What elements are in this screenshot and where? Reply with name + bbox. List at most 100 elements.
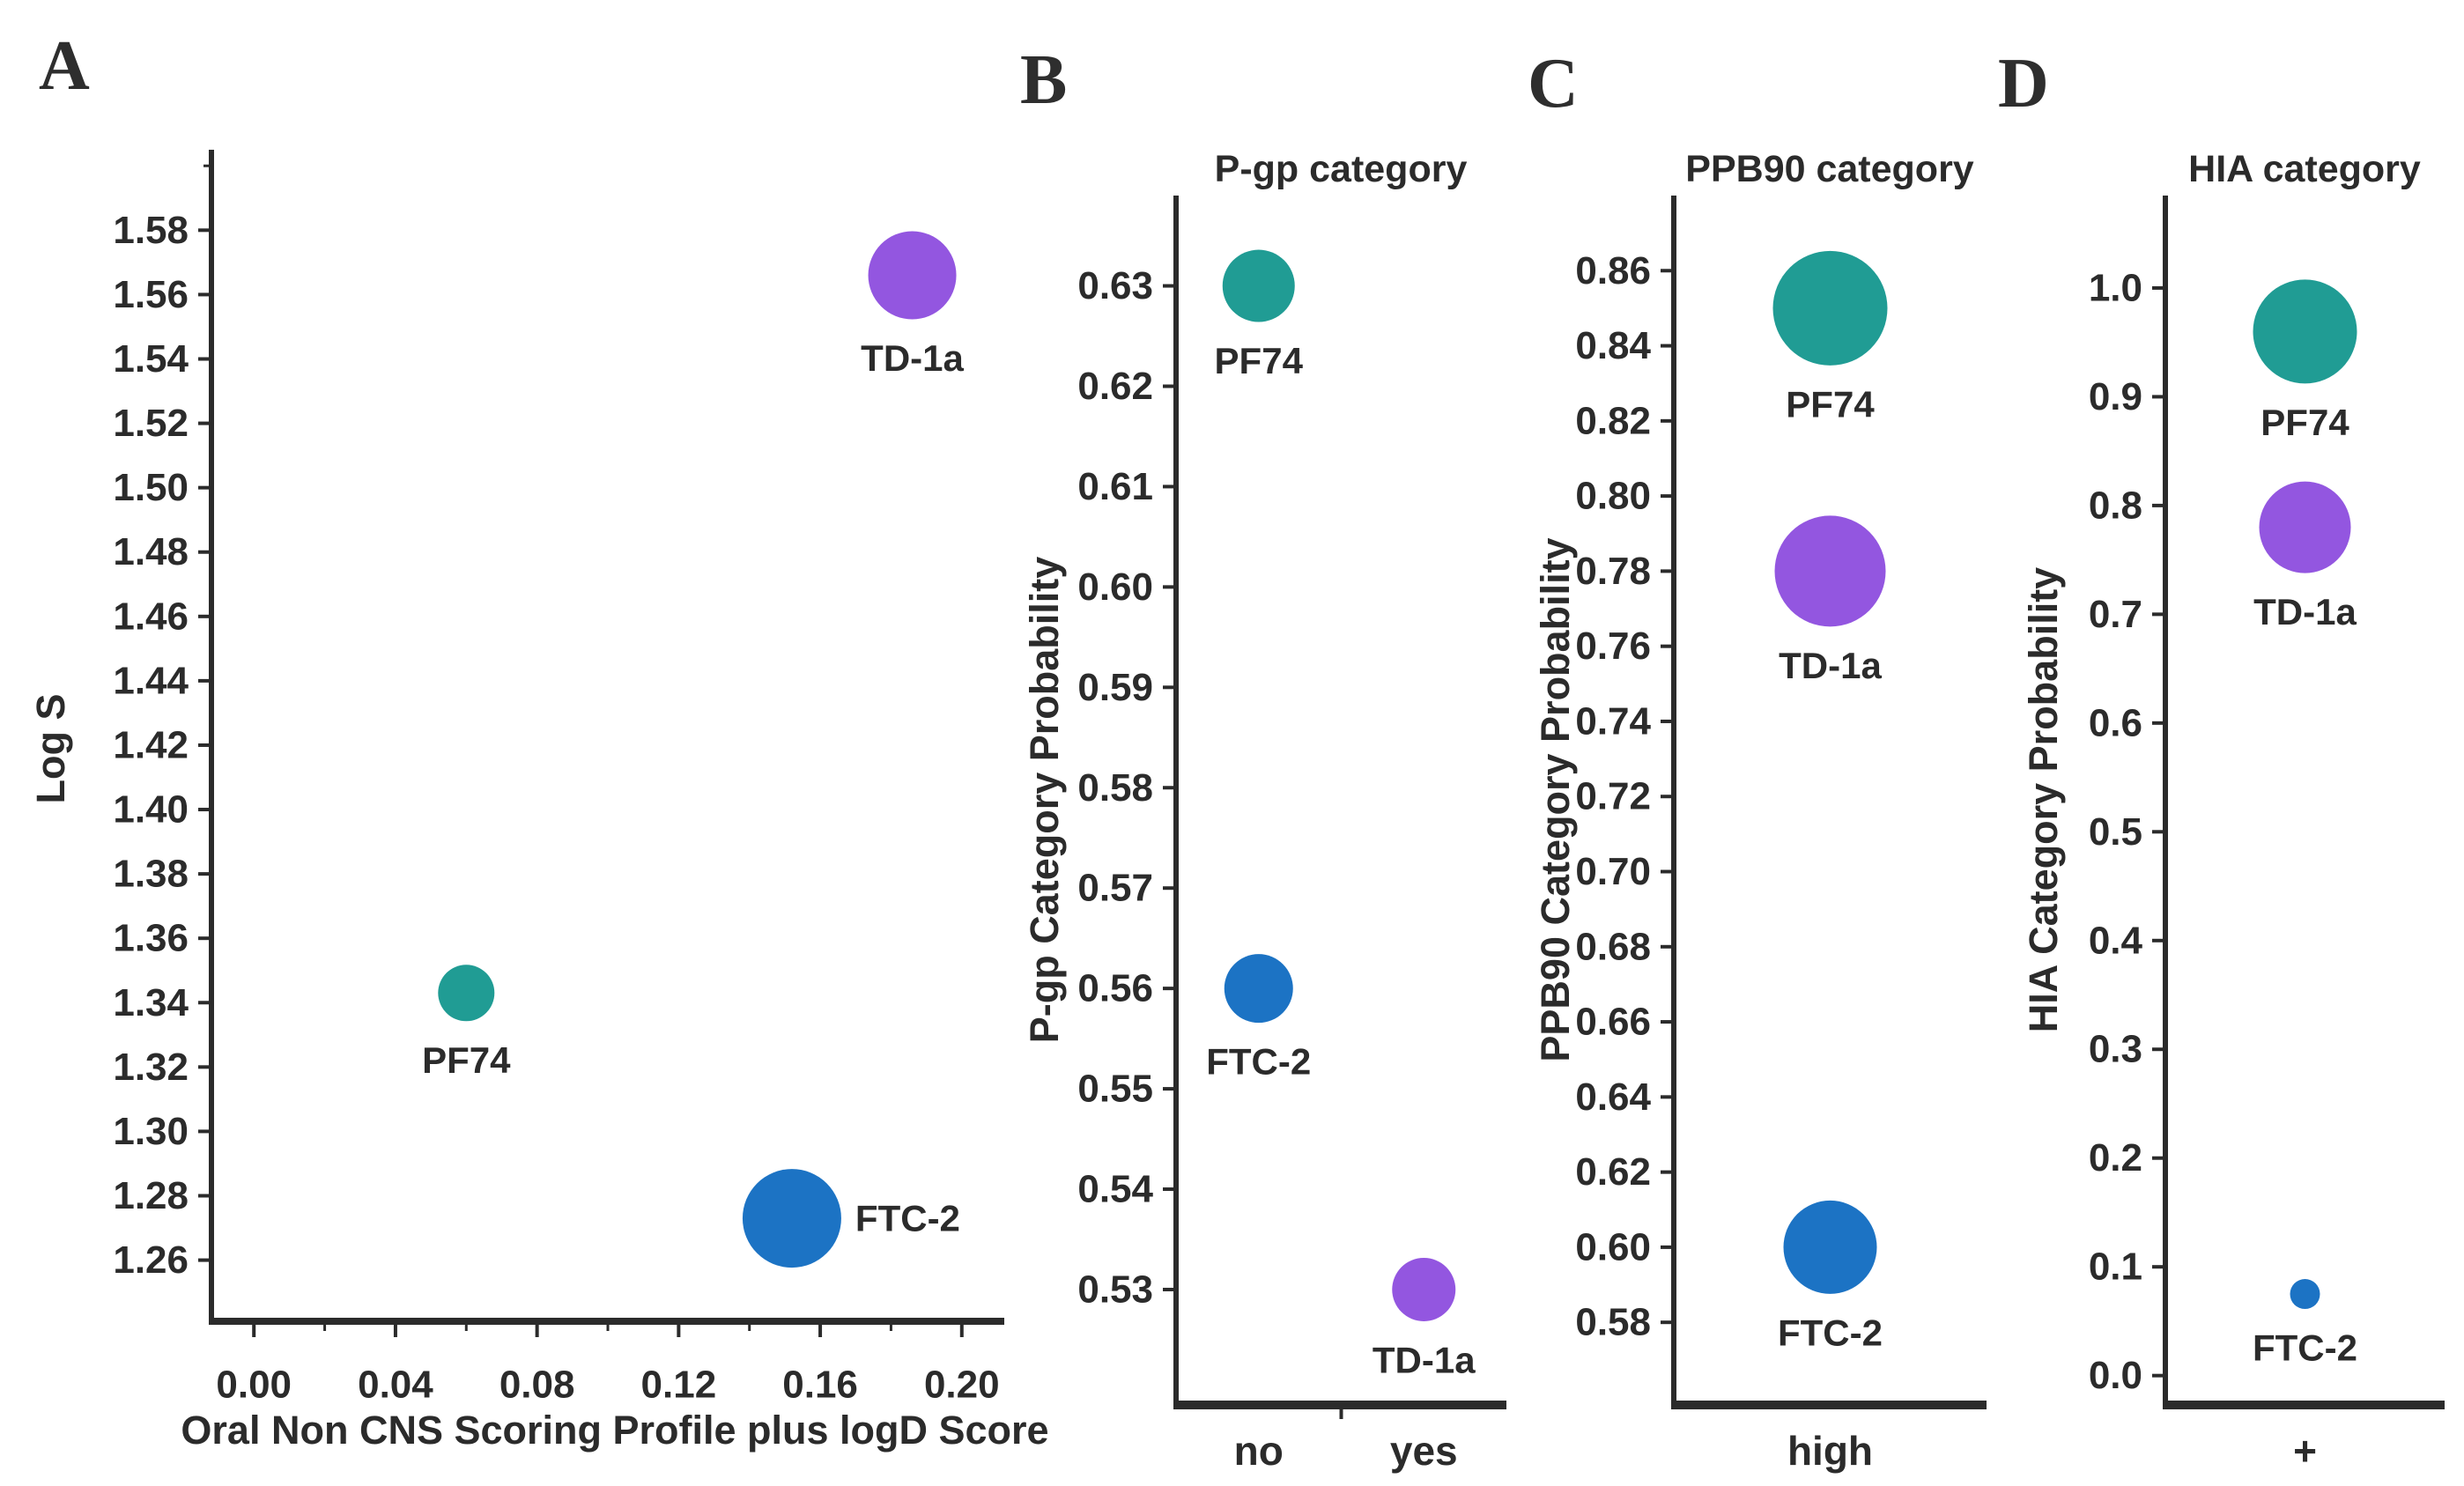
bubble-td-1a (868, 231, 957, 320)
y-tick-label: 1.30 (113, 1110, 189, 1153)
y-tick-label: 0.62 (1077, 365, 1153, 408)
y-tick-label: 1.52 (113, 402, 189, 445)
y-tick-label: 1.54 (113, 337, 189, 381)
y-tick-label: 0.86 (1575, 249, 1651, 292)
bubble-label-pf74: PF74 (1786, 383, 1875, 425)
y-tick-label: 1.48 (113, 530, 189, 573)
chart-title-pgp: P-gp category (1214, 148, 1468, 190)
bubble-pf74 (1772, 250, 1888, 366)
bubble-ftc-2 (2290, 1279, 2320, 1310)
y-tick-label: 0.84 (1575, 324, 1651, 367)
bubble-label-td-1a: TD-1a (1779, 645, 1882, 686)
y-tick-label: 1.0 (2089, 266, 2142, 309)
y-tick-label: 1.28 (113, 1174, 189, 1217)
y-tick-label: 1.42 (113, 723, 189, 766)
x-category-label-no: no (1234, 1428, 1284, 1474)
bubble-td-1a (1392, 1257, 1456, 1321)
x-tick-label: 0.20 (924, 1364, 1000, 1407)
y-tick-label: 0.4 (2089, 919, 2143, 962)
y-tick-label: 0.80 (1575, 475, 1651, 518)
y-tick-label: 0.0 (2089, 1354, 2142, 1397)
y-tick-label: 0.55 (1077, 1068, 1153, 1111)
y-tick-label: 0.68 (1575, 925, 1651, 968)
chart-title-hia: HIA category (2188, 148, 2421, 190)
x-tick-label: 0.12 (641, 1364, 717, 1407)
y-tick-label: 0.60 (1077, 566, 1153, 609)
y-axis-label-logs: Log S (28, 693, 73, 804)
bubble-pf74 (2253, 279, 2357, 384)
y-tick-label: 0.6 (2089, 701, 2142, 744)
bubble-label-pf74: PF74 (2261, 402, 2349, 443)
y-tick-label: 0.66 (1575, 1001, 1651, 1044)
y-tick-label: 0.58 (1077, 766, 1153, 810)
bubble-pf74 (1222, 249, 1295, 322)
y-tick-label: 0.1 (2089, 1246, 2142, 1289)
bubble-label-pf74: PF74 (1215, 340, 1304, 381)
panel-letter-a: A (39, 27, 90, 105)
y-tick-label: 0.8 (2089, 484, 2142, 527)
bubble-label-td-1a: TD-1a (2253, 591, 2357, 632)
y-tick-label: 1.50 (113, 466, 189, 509)
y-tick-label: 1.38 (113, 853, 189, 896)
y-tick-label: 1.40 (113, 788, 189, 832)
bubble-ftc-2 (1224, 954, 1293, 1024)
x-category-label--: + (2293, 1428, 2317, 1474)
y-tick-label: 1.58 (113, 209, 189, 252)
y-tick-label: 1.32 (113, 1046, 189, 1089)
bubble-label-td-1a: TD-1a (861, 337, 964, 379)
y-tick-label: 1.46 (113, 595, 189, 638)
x-category-label-high: high (1787, 1428, 1873, 1474)
bubble-label-pf74: PF74 (422, 1039, 511, 1081)
y-tick-label: 0.5 (2089, 810, 2142, 854)
bubble-td-1a (1774, 515, 1886, 627)
x-tick-label: 0.16 (782, 1364, 858, 1407)
bubble-label-ftc-2: FTC-2 (1778, 1312, 1883, 1353)
panel-letter-b: B (1020, 41, 1068, 119)
x-tick-label: 0.08 (499, 1364, 575, 1407)
y-axis-label-pgp: P-gp Category Probability (1022, 556, 1067, 1044)
y-tick-label: 0.63 (1077, 264, 1153, 307)
bubble-label-ftc-2: FTC-2 (2253, 1327, 2357, 1369)
y-tick-label: 0.58 (1575, 1301, 1651, 1344)
panel-letter-d: D (1998, 45, 2049, 122)
y-tick-label: 0.82 (1575, 399, 1651, 442)
y-tick-label: 0.76 (1575, 625, 1651, 668)
y-tick-label: 0.61 (1077, 465, 1153, 508)
x-tick-label: 0.00 (216, 1364, 292, 1407)
bubble-ftc-2 (742, 1169, 841, 1268)
y-tick-label: 0.53 (1077, 1268, 1153, 1311)
y-axis-label-ppb90: PPB90 Category Probability (1533, 537, 1578, 1062)
y-tick-label: 1.34 (113, 981, 189, 1024)
y-tick-label: 1.56 (113, 273, 189, 316)
y-tick-label: 0.3 (2089, 1028, 2142, 1071)
bubble-pf74 (438, 965, 495, 1022)
y-tick-label: 0.78 (1575, 550, 1651, 593)
x-category-label-yes: yes (1390, 1428, 1458, 1474)
y-tick-label: 1.36 (113, 917, 189, 960)
y-tick-label: 0.64 (1575, 1076, 1651, 1119)
y-tick-label: 1.44 (113, 659, 189, 702)
y-tick-label: 0.70 (1575, 850, 1651, 893)
bubble-label-ftc-2: FTC-2 (855, 1198, 960, 1239)
y-tick-label: 0.7 (2089, 593, 2142, 636)
x-tick-label: 0.04 (358, 1364, 433, 1407)
y-tick-label: 0.74 (1575, 699, 1651, 743)
bubble-label-td-1a: TD-1a (1373, 1339, 1476, 1380)
y-tick-label: 0.54 (1077, 1168, 1153, 1211)
y-tick-label: 0.59 (1077, 666, 1153, 709)
y-tick-label: 0.2 (2089, 1136, 2142, 1179)
y-tick-label: 0.62 (1575, 1150, 1651, 1194)
y-tick-label: 1.26 (113, 1238, 189, 1282)
x-axis-label-oral-non-cns: Oral Non CNS Scoring Profile plus logD S… (181, 1408, 1049, 1453)
y-tick-label: 0.60 (1575, 1225, 1651, 1268)
bubble-label-ftc-2: FTC-2 (1206, 1041, 1311, 1083)
bubble-ftc-2 (1783, 1200, 1877, 1294)
y-tick-label: 0.9 (2089, 375, 2142, 418)
y-tick-label: 0.56 (1077, 967, 1153, 1010)
y-tick-label: 0.57 (1077, 867, 1153, 910)
bubble-td-1a (2259, 481, 2351, 573)
y-axis-label-hia: HIA Category Probability (2021, 566, 2066, 1033)
y-tick-label: 0.72 (1575, 775, 1651, 818)
